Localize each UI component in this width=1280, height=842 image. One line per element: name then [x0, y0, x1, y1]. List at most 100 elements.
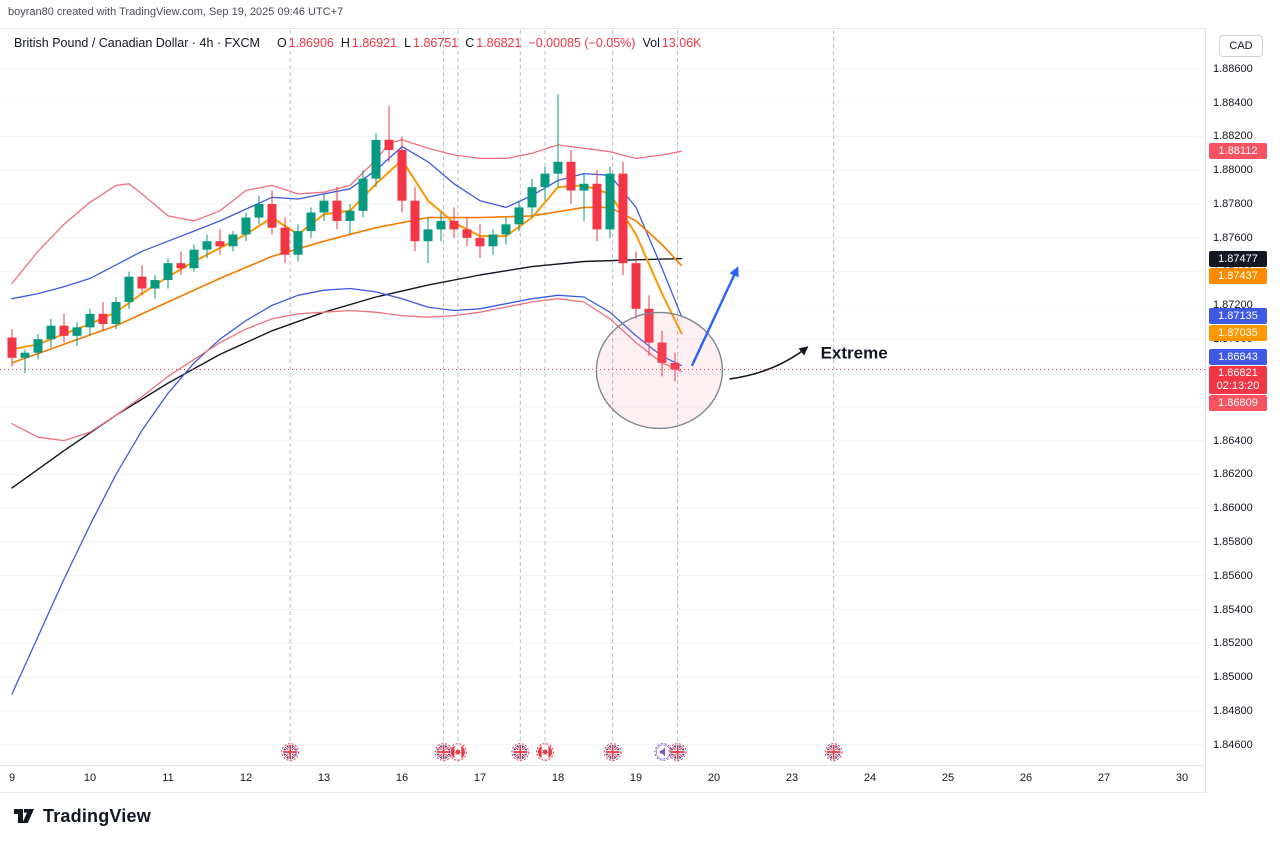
candle-down[interactable] [475, 237, 485, 247]
time-tick-label: 24 [863, 772, 877, 784]
candle-up[interactable] [202, 241, 212, 250]
candle-up[interactable] [540, 173, 550, 188]
extreme-pointer-arrow[interactable] [729, 346, 809, 380]
candle-up[interactable] [527, 187, 537, 208]
candle-up[interactable] [579, 183, 589, 191]
candle-up[interactable] [72, 327, 82, 336]
uk-flag-event-icon[interactable] [824, 743, 843, 761]
candle-down[interactable] [98, 313, 108, 324]
price-change: −0.00085 (−0.05%) [528, 36, 636, 50]
candle-up[interactable] [345, 210, 355, 221]
time-tick-label: 26 [1019, 772, 1033, 784]
candle-up[interactable] [436, 220, 446, 230]
candle-up[interactable] [150, 280, 160, 289]
indicator-line-band-red-upper[interactable] [11, 139, 683, 285]
tradingview-wordmark[interactable]: TradingView [43, 805, 151, 826]
tradingview-logo-icon[interactable] [12, 804, 36, 828]
candle-down[interactable] [280, 227, 290, 255]
open-value: 1.86906 [288, 36, 334, 50]
candles-layer[interactable] [7, 94, 680, 382]
candle-down[interactable] [267, 204, 277, 228]
candle-up[interactable] [306, 212, 316, 232]
candle-up[interactable] [228, 234, 238, 247]
low-value: 1.86751 [413, 36, 459, 50]
candle-down[interactable] [449, 220, 459, 230]
price-chart-canvas[interactable]: Extreme [0, 0, 1205, 793]
uk-flag-event-icon[interactable] [511, 743, 530, 761]
candle-down[interactable] [657, 342, 667, 363]
uk-flag-event-icon[interactable] [281, 743, 300, 761]
extreme-label[interactable]: Extreme [821, 344, 888, 363]
volume-label: Vol [642, 36, 660, 50]
time-tick-label: 20 [707, 772, 721, 784]
candle-up[interactable] [163, 263, 173, 281]
symbol-info-bar[interactable]: British Pound / Canadian Dollar · 4h · F… [14, 36, 701, 50]
symbol-title[interactable]: British Pound / Canadian Dollar · 4h · F… [14, 36, 260, 50]
candle-down[interactable] [670, 362, 680, 370]
indicator-line-band-blue-upper[interactable] [11, 145, 683, 318]
candle-up[interactable] [124, 276, 134, 303]
canada-flag-event-icon[interactable] [536, 743, 554, 761]
price-tick-label: 1.88000 [1213, 164, 1253, 177]
currency-toggle-button[interactable]: CAD [1219, 35, 1263, 57]
candle-down[interactable] [397, 149, 407, 201]
candle-up[interactable] [423, 229, 433, 242]
candle-up[interactable] [20, 352, 30, 358]
candle-up[interactable] [358, 178, 368, 211]
time-axis[interactable]: 9 10 11 12 13 16 17 18 19 20 23 24 25 26 27 30 [0, 766, 1205, 792]
candle-up[interactable] [189, 249, 199, 269]
candle-up[interactable] [488, 234, 498, 247]
price-tick-label: 1.84800 [1213, 704, 1253, 717]
candle-down[interactable] [618, 173, 628, 264]
candle-up[interactable] [111, 302, 121, 324]
candle-down[interactable] [631, 263, 641, 309]
time-tick-label: 17 [473, 772, 487, 784]
candle-up[interactable] [605, 173, 615, 230]
candle-down[interactable] [215, 241, 225, 247]
candle-down[interactable] [644, 308, 654, 343]
indicator-lines-layer [11, 139, 683, 695]
canada-flag-event-icon[interactable] [449, 743, 467, 761]
indicator-line-band-red-lower[interactable] [11, 298, 683, 442]
price-tick-label: 1.88600 [1213, 62, 1253, 75]
candle-down[interactable] [332, 200, 342, 221]
time-tick-label: 25 [941, 772, 955, 784]
candle-down[interactable] [566, 161, 576, 191]
candle-up[interactable] [553, 161, 563, 174]
candle-down[interactable] [462, 229, 472, 238]
uk-flag-event-icon[interactable] [603, 743, 622, 761]
candle-down[interactable] [137, 276, 147, 289]
candle-up[interactable] [501, 224, 511, 235]
gridlines [0, 68, 1205, 746]
indicator-line-band-blue-lower[interactable] [11, 287, 683, 695]
candle-down[interactable] [384, 139, 394, 150]
uk-flag-event-icon[interactable] [668, 743, 687, 761]
uk-flag-event-icon[interactable] [434, 743, 453, 761]
price-tick-label: 1.88400 [1213, 96, 1253, 109]
candle-down[interactable] [410, 200, 420, 242]
time-tick-label: 10 [83, 772, 97, 784]
candle-up[interactable] [85, 313, 95, 328]
candle-down[interactable] [592, 183, 602, 230]
candle-up[interactable] [241, 217, 251, 235]
speech-event-icon[interactable] [654, 743, 673, 761]
candle-up[interactable] [293, 231, 303, 255]
indicator-price-badge: 1.87135 [1209, 308, 1267, 325]
candle-up[interactable] [371, 139, 381, 179]
candle-up[interactable] [254, 204, 264, 218]
price-tick-label: 1.86200 [1213, 468, 1253, 481]
candle-down[interactable] [7, 337, 17, 358]
candle-up[interactable] [33, 339, 43, 353]
candle-down[interactable] [176, 263, 186, 269]
chart-bottom-border [0, 792, 1280, 793]
candle-up[interactable] [514, 207, 524, 225]
indicator-price-badge: 1.86843 [1209, 348, 1267, 365]
up-trend-arrow-annotation[interactable] [690, 266, 739, 367]
indicator-line-sma-long-black[interactable] [11, 257, 683, 489]
candle-down[interactable] [59, 325, 69, 336]
time-tick-label: 27 [1097, 772, 1111, 784]
candle-up[interactable] [319, 200, 329, 213]
price-axis[interactable]: CAD 1.88600 1.88400 1.88200 1.88000 1.87800 1… [1205, 28, 1280, 793]
highlight-circle-annotation[interactable] [595, 311, 724, 430]
candle-up[interactable] [46, 325, 56, 340]
